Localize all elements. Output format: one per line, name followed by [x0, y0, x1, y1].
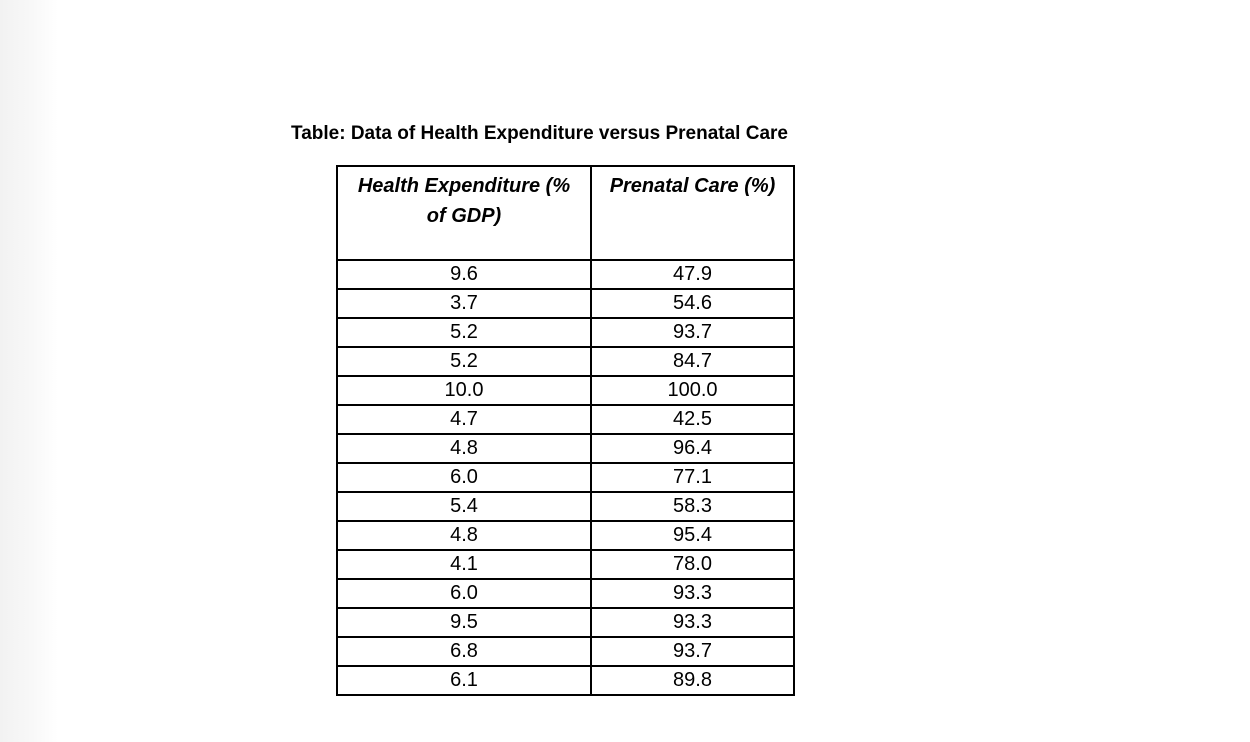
table-row: 4.8 95.4 — [336, 520, 795, 551]
table-cell: 89.8 — [590, 665, 795, 696]
table-cell: 54.6 — [590, 288, 795, 319]
table-cell: 5.2 — [336, 317, 592, 348]
table-cell: 93.3 — [590, 578, 795, 609]
table-cell: 6.0 — [336, 578, 592, 609]
table-cell: 93.7 — [590, 317, 795, 348]
table-cell: 10.0 — [336, 375, 592, 406]
table-cell: 78.0 — [590, 549, 795, 580]
table-cell: 9.5 — [336, 607, 592, 638]
table-cell: 4.8 — [336, 520, 592, 551]
table-cell: 5.4 — [336, 491, 592, 522]
table-cell: 4.8 — [336, 433, 592, 464]
data-table: Health Expenditure (% of GDP) Prenatal C… — [336, 165, 795, 696]
table-row: 10.0 100.0 — [336, 375, 795, 406]
table-cell: 6.8 — [336, 636, 592, 667]
table-body: 9.6 47.9 3.7 54.6 5.2 93.7 5.2 84.7 10.0 100.0 4.7… — [336, 259, 795, 696]
table-row: 6.0 77.1 — [336, 462, 795, 493]
table-row: 3.7 54.6 — [336, 288, 795, 319]
table-row: 4.1 78.0 — [336, 549, 795, 580]
column-header-prenatal-care-label: Prenatal Care (%) — [609, 175, 776, 197]
table-cell: 3.7 — [336, 288, 592, 319]
table-title: Table: Data of Health Expenditure versus… — [291, 123, 788, 144]
table-row: 6.8 93.7 — [336, 636, 795, 667]
table-cell: 47.9 — [590, 259, 795, 290]
table-cell: 6.1 — [336, 665, 592, 696]
column-header-health-expenditure: Health Expenditure (% of GDP) — [336, 165, 592, 261]
table-cell: 100.0 — [590, 375, 795, 406]
table-cell: 84.7 — [590, 346, 795, 377]
page-edge-shade — [0, 0, 58, 742]
table-row: 6.1 89.8 — [336, 665, 795, 696]
table-cell: 4.1 — [336, 549, 592, 580]
table-row: 5.4 58.3 — [336, 491, 795, 522]
table-row: 9.5 93.3 — [336, 607, 795, 638]
table-cell: 96.4 — [590, 433, 795, 464]
table-cell: 93.3 — [590, 607, 795, 638]
column-header-health-expenditure-label: Health Expenditure (% of GDP) — [357, 175, 571, 227]
header-row: Health Expenditure (% of GDP) Prenatal C… — [336, 165, 795, 261]
table-cell: 77.1 — [590, 462, 795, 493]
table-row: 5.2 84.7 — [336, 346, 795, 377]
table-cell: 95.4 — [590, 520, 795, 551]
table-cell: 93.7 — [590, 636, 795, 667]
table-cell: 42.5 — [590, 404, 795, 435]
table-cell: 9.6 — [336, 259, 592, 290]
table-row: 5.2 93.7 — [336, 317, 795, 348]
table-cell: 6.0 — [336, 462, 592, 493]
table-row: 4.8 96.4 — [336, 433, 795, 464]
table-cell: 5.2 — [336, 346, 592, 377]
table-cell: 58.3 — [590, 491, 795, 522]
table-cell: 4.7 — [336, 404, 592, 435]
table-row: 9.6 47.9 — [336, 259, 795, 290]
table-row: 4.7 42.5 — [336, 404, 795, 435]
table-row: 6.0 93.3 — [336, 578, 795, 609]
column-header-prenatal-care: Prenatal Care (%) — [590, 165, 795, 261]
